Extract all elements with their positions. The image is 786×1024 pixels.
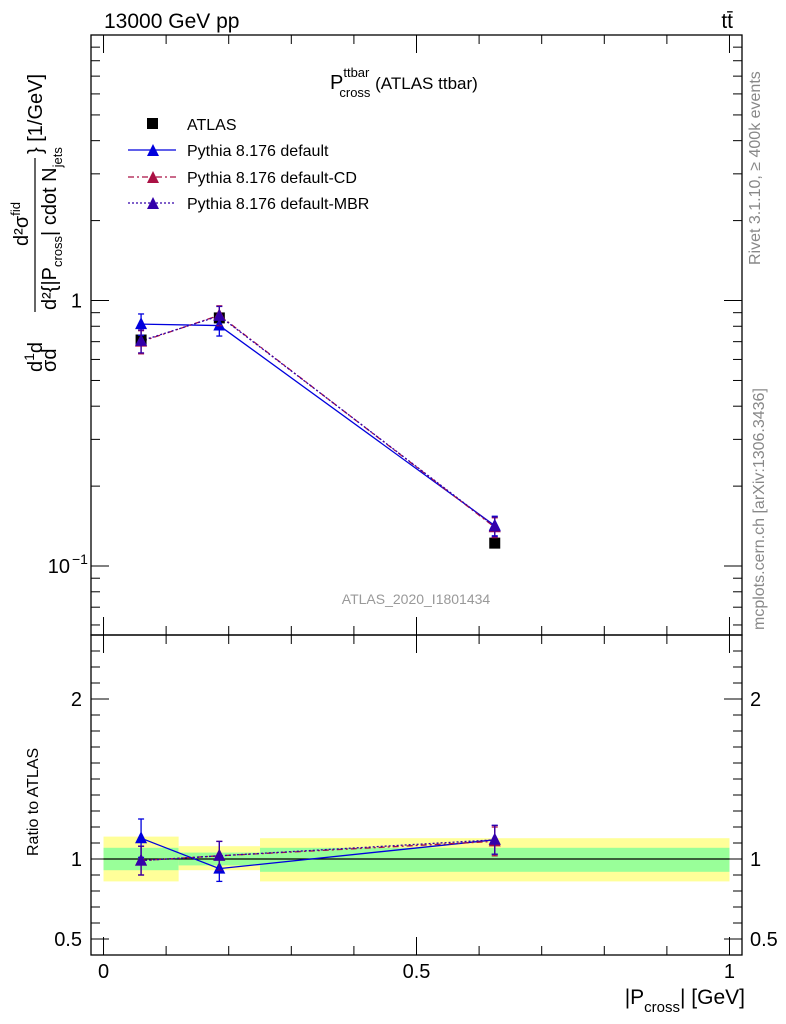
ratio-y-tick-label-right: 2 (750, 689, 761, 711)
ylabel-part-10: | cdot N (39, 167, 61, 236)
ratio-y-axis-label: Ratio to ATLAS (25, 748, 42, 856)
ratio-data-marks (135, 818, 501, 883)
svg-text:σd: σd (39, 349, 61, 372)
main-panel: 1 10 −1 Pttbar cross (ATLAS ttbar) ATLAS Py… (8, 34, 743, 636)
legend-marker-atlas (147, 118, 158, 129)
main-y-axis-label: d1d σd d²σfid d²{|Pcross| cdot Njets } [… (8, 74, 65, 372)
legend-marker-default-mbr (147, 197, 159, 209)
data-point-square (489, 537, 501, 549)
series-line-1 (141, 323, 496, 527)
svg-text:d²{|Pcross| cdot Njets: d²{|Pcross| cdot Njets (39, 147, 65, 310)
ratio-y-tick-label-right: 1 (750, 849, 761, 871)
analysis-id-watermark: ATLAS_2020_I1801434 (342, 591, 491, 607)
ylabel-part-12: } [1/GeV] (25, 74, 47, 154)
svg-text:d²σfid: d²σfid (8, 202, 33, 246)
legend-marker-default (147, 144, 159, 156)
legend: ATLAS Pythia 8.176 default Pythia 8.176 … (128, 117, 369, 213)
series-line-3 (140, 315, 496, 527)
title-subscript: cross (339, 85, 371, 100)
xlabel-subscript: cross (644, 999, 680, 1016)
title-rest: (ATLAS ttbar) (370, 74, 477, 93)
ratio-y-tick-label-right: 0.5 (750, 929, 778, 951)
mcplots-source-label: mcplots.cern.ch [arXiv:1306.3436] (751, 388, 768, 630)
xlabel-main: |P (625, 986, 644, 1009)
ratio-panel: 0.5 0.5 1 1 2 2 0 0.5 1 Ratio to ATLAS |Pcross| … (25, 634, 778, 1016)
ratio-y-tick-label: 2 (71, 689, 82, 711)
main-y-tick-label: 1 (71, 291, 82, 313)
series-line-2 (140, 314, 496, 528)
data-point-triangle (135, 333, 148, 346)
collision-label: 13000 GeV pp (104, 10, 239, 33)
plot-title: Pttbar cross (ATLAS ttbar) (330, 65, 478, 100)
ylabel-part-2: 1 (21, 353, 37, 361)
title-main: P (330, 72, 343, 94)
data-point-triangle (213, 308, 226, 321)
ratio-plot-frame (90, 634, 743, 956)
ylabel-part-3: d (25, 342, 47, 353)
ratio-uncertainty-bands (103, 836, 730, 882)
ylabel-part-6: d²σ (11, 215, 33, 246)
svg-text:d1d: d1d (21, 342, 47, 372)
ratio-point-triangle (135, 831, 148, 844)
ylabel-part-7: fid (8, 202, 23, 216)
x-tick-label: 0.5 (403, 961, 431, 983)
ylabel-part-11: jets (50, 147, 65, 169)
legend-label-atlas: ATLAS (187, 117, 237, 134)
legend-label-default: Pythia 8.176 default (187, 143, 329, 160)
title-superscript: ttbar (343, 65, 370, 80)
ratio-y-tick-label: 0.5 (54, 929, 82, 951)
ratio-point-triangle (488, 832, 501, 845)
data-point-triangle (135, 317, 148, 330)
x-axis-label: |Pcross| [GeV] (625, 986, 745, 1016)
main-y-tick-label: 10 (48, 556, 70, 578)
main-axis-ticks: 1 10 −1 (48, 34, 742, 635)
legend-label-default-cd: Pythia 8.176 default-CD (187, 170, 357, 187)
legend-marker-default-cd (147, 171, 159, 183)
legend-label-default-mbr: Pythia 8.176 default-MBR (187, 196, 369, 213)
rivet-version-label: Rivet 3.1.10, ≥ 400k events (747, 71, 764, 265)
data-point-triangle (488, 519, 501, 532)
x-tick-label: 0 (98, 961, 109, 983)
ratio-point-triangle (213, 848, 226, 861)
ratio-series-line-1 (141, 840, 495, 862)
main-data-marks (135, 305, 501, 549)
xlabel-rest: | [GeV] (680, 986, 745, 1009)
ratio-y-tick-label: 1 (71, 849, 82, 871)
ylabel-part-9: cross (50, 235, 65, 267)
ylabel-part-1: d (25, 361, 47, 372)
ratio-axis-ticks: 0.5 0.5 1 1 2 2 0 0.5 1 (54, 635, 778, 983)
ratio-point-triangle (135, 853, 148, 866)
x-tick-label: 1 (724, 961, 735, 983)
main-y-tick-label-exponent: −1 (72, 551, 88, 567)
ylabel-part-5: d (39, 349, 61, 360)
ylabel-part-8: d²{|P (39, 267, 61, 310)
ylabel-part-4: σ (39, 359, 61, 372)
process-label: tt̄ (721, 10, 733, 33)
